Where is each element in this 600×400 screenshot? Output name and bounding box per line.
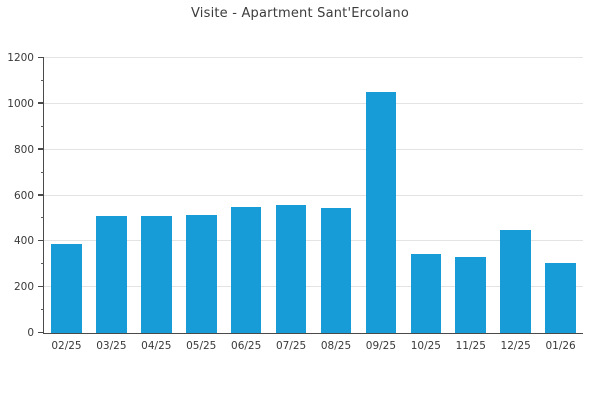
bar-slot: [224, 58, 269, 333]
y-tick-label: 800: [13, 143, 34, 156]
bar-09/25: [365, 92, 397, 333]
x-tick-label: 09/25: [365, 340, 397, 352]
gridline: [44, 240, 583, 242]
bar-03/25: [96, 216, 127, 333]
bar-10/25: [410, 253, 442, 333]
bar-slot: [269, 58, 314, 333]
gridline: [44, 57, 583, 58]
x-tick-label: 10/25: [410, 340, 441, 352]
y-tick-major: [38, 56, 44, 58]
y-tick-minor: [40, 171, 44, 173]
x-tick-label: 07/25: [275, 340, 307, 352]
x-axis-labels: 02/25 03/25 04/25 05/25 06/25 07/25 08/25 09/25…: [44, 340, 583, 352]
y-tick-minor: [40, 125, 44, 127]
x-tick-label: 12/25: [500, 340, 531, 352]
bar-slot: [44, 58, 89, 333]
gridline: [44, 194, 583, 196]
x-tick-label: 02/25: [51, 340, 82, 352]
y-tick-minor: [40, 263, 44, 265]
x-tick-label: 04/25: [141, 340, 172, 352]
y-tick-major: [38, 285, 44, 288]
x-tick-label: 03/25: [96, 340, 127, 352]
bar-02/25: [51, 243, 82, 333]
bar-slot: [358, 58, 403, 333]
bar-05/25: [185, 214, 217, 333]
bar-slot: [134, 58, 179, 333]
bar-04/25: [141, 216, 172, 333]
y-tick-minor: [40, 217, 44, 219]
y-tick-major: [38, 239, 44, 242]
bar-06/25: [230, 206, 262, 333]
y-tick-label: 400: [13, 235, 34, 248]
bar-slot: [403, 58, 448, 333]
bar-slot: [448, 58, 493, 333]
bar-01/26: [545, 263, 576, 333]
bar-slot: [314, 58, 359, 333]
plot-area: 0 200 400 600 800 1000 1200 02/25 03/25 04/25 05/…: [7, 52, 583, 352]
y-tick-minor: [40, 79, 44, 81]
bar-slot: [89, 58, 134, 333]
x-tick-label: 11/25: [455, 340, 486, 352]
gridline: [44, 286, 583, 288]
y-tick-label: 0: [27, 327, 34, 339]
bar-slot: [493, 58, 538, 333]
bar-12/25: [500, 229, 531, 333]
y-tick-major: [38, 102, 44, 104]
gridline: [44, 102, 583, 104]
gridline: [44, 148, 583, 150]
x-tick-label: 01/26: [545, 340, 576, 352]
y-tick-label: 600: [13, 189, 34, 202]
y-tick-label: 1200: [7, 52, 34, 64]
bar-08/25: [320, 208, 352, 333]
bar-slot: [179, 58, 224, 333]
y-tick-major: [38, 194, 44, 196]
chart-title: Visite - Apartment Sant'Ercolano: [190, 6, 409, 21]
y-tick-major: [38, 331, 44, 333]
x-tick-label: 08/25: [320, 340, 352, 352]
y-tick-label: 1000: [7, 97, 34, 110]
bar-07/25: [275, 204, 307, 333]
bar-slot: [538, 58, 583, 333]
x-tick-label: 06/25: [231, 340, 262, 352]
x-tick-label: 05/25: [186, 340, 217, 352]
bars-group: [44, 58, 583, 333]
y-tick-major: [38, 148, 44, 150]
y-tick-label: 200: [13, 281, 34, 294]
bar-11/25: [455, 257, 487, 333]
y-tick-minor: [40, 309, 44, 311]
